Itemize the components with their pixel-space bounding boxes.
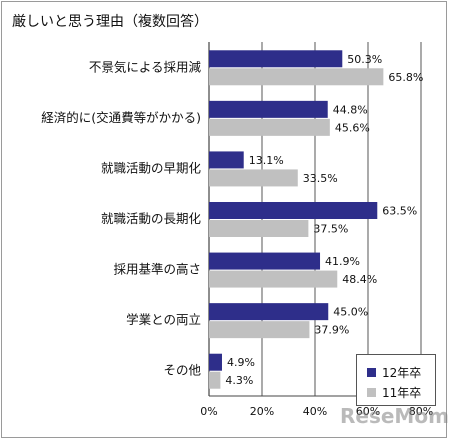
data-label: 63.5% xyxy=(382,205,417,218)
category-label: 経済的に(交通費等がかかる) xyxy=(41,110,201,125)
watermark-logo: ReseMom xyxy=(340,404,449,428)
data-label: 65.8% xyxy=(388,71,423,84)
bar-12nensotsu xyxy=(209,303,329,321)
legend: 12年卒 11年卒 xyxy=(356,354,436,406)
x-tick-label: 40% xyxy=(303,405,327,418)
data-label: 37.9% xyxy=(314,324,349,337)
x-tick-label: 80% xyxy=(409,405,433,418)
bar-12nensotsu xyxy=(209,100,328,118)
legend-item-12: 12年卒 xyxy=(367,364,421,381)
bar-11nensotsu xyxy=(209,68,384,86)
data-label: 48.4% xyxy=(342,273,377,286)
category-label: 採用基準の高さ xyxy=(113,262,201,277)
category-label: 不景気による採用減 xyxy=(89,59,202,74)
data-label: 37.5% xyxy=(313,223,348,236)
x-tick-label: 60% xyxy=(356,405,380,418)
x-tick-label: 20% xyxy=(250,405,274,418)
data-label: 50.3% xyxy=(347,53,382,66)
legend-swatch-12 xyxy=(367,368,376,377)
data-label: 45.0% xyxy=(333,306,368,319)
category-label: 就職活動の長期化 xyxy=(101,211,202,226)
bar-12nensotsu xyxy=(209,151,244,169)
data-label: 45.6% xyxy=(335,121,370,134)
legend-label-12: 12年卒 xyxy=(382,366,422,380)
bar-11nensotsu xyxy=(209,371,221,389)
bar-12nensotsu xyxy=(209,202,378,219)
data-label: 33.5% xyxy=(303,172,338,185)
x-tick-label: 0% xyxy=(200,405,217,418)
bar-12nensotsu xyxy=(209,353,222,371)
bar-11nensotsu xyxy=(209,321,310,339)
data-label: 41.9% xyxy=(325,255,360,268)
legend-label-11: 11年卒 xyxy=(382,386,422,400)
legend-item-11: 11年卒 xyxy=(367,384,421,401)
bar-11nensotsu xyxy=(209,169,298,187)
bar-12nensotsu xyxy=(209,252,321,270)
bar-11nensotsu xyxy=(209,118,330,136)
data-label: 4.9% xyxy=(227,356,255,369)
bar-11nensotsu xyxy=(209,270,338,288)
bar-11nensotsu xyxy=(209,220,309,237)
category-label: その他 xyxy=(163,363,201,378)
bar-12nensotsu xyxy=(209,50,343,68)
data-label: 13.1% xyxy=(249,154,284,167)
chart-title: 厳しいと思う理由（複数回答） xyxy=(12,14,208,30)
data-label: 4.3% xyxy=(225,374,253,387)
category-label: 学業との両立 xyxy=(126,312,201,327)
data-label: 44.8% xyxy=(333,103,368,116)
legend-swatch-11 xyxy=(367,388,376,397)
category-label: 就職活動の早期化 xyxy=(101,160,202,175)
